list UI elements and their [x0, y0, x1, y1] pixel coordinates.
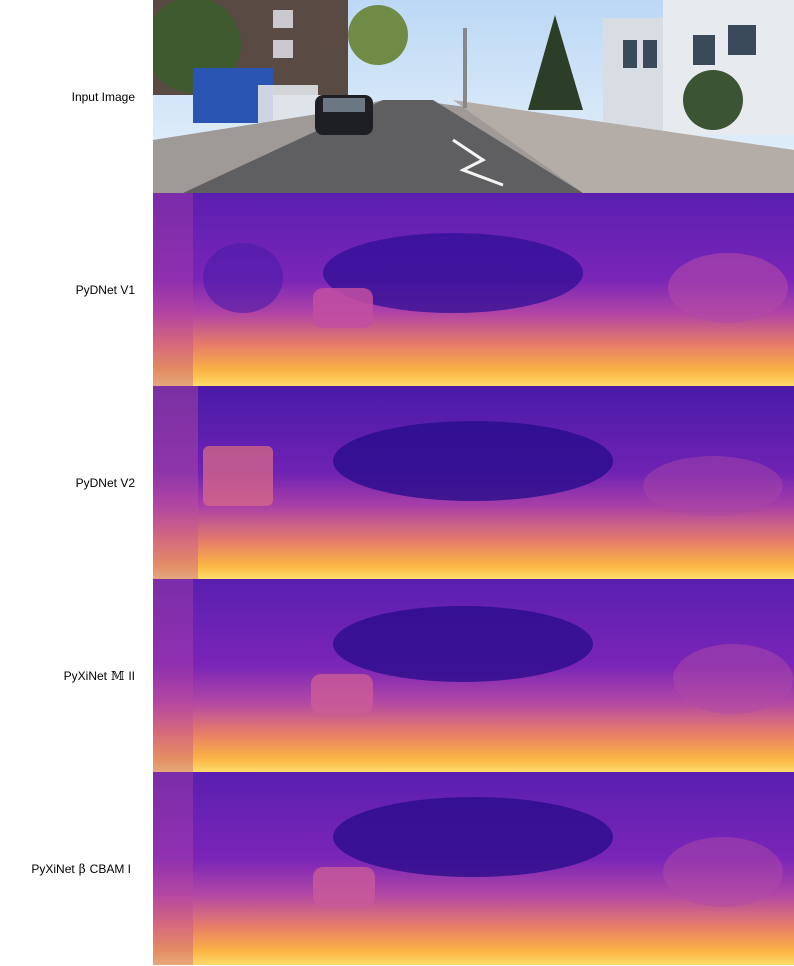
depth-map-pyxinet-beta-cbam-i — [153, 772, 794, 965]
row-label-input: Input Image — [71, 89, 135, 104]
row-pydnet-v2: PyDNet V2 — [0, 386, 794, 579]
depth-map-pydnet-v1 — [153, 193, 794, 386]
row-pyxinet-m-ii: PyXiNet 𝕄 II — [0, 579, 794, 772]
row-input-image: Input Image — [0, 0, 794, 193]
row-label-pyxinet-beta-cbam-i: PyXiNet β CBAM I — [31, 861, 131, 876]
row-label-pydnet-v1: PyDNet V1 — [75, 282, 135, 297]
depth-map-pyxinet-m-ii — [153, 579, 794, 772]
row-label-pyxinet-m-ii: PyXiNet 𝕄 II — [63, 668, 135, 683]
row-label-pydnet-v2: PyDNet V2 — [75, 475, 135, 490]
row-pyxinet-beta-cbam-i: PyXiNet β CBAM I — [0, 772, 794, 965]
row-pydnet-v1: PyDNet V1 — [0, 193, 794, 386]
input-street-image — [153, 0, 794, 193]
depth-map-pydnet-v2 — [153, 386, 794, 579]
